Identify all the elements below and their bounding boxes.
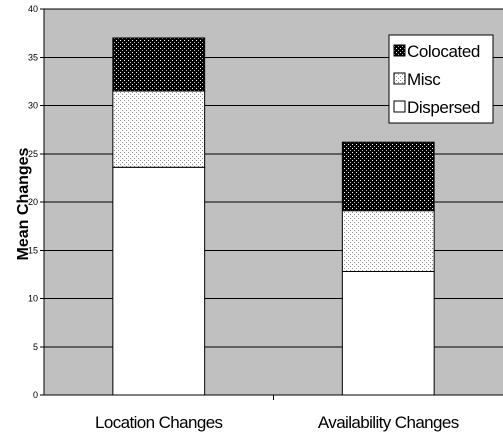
bars: [112, 37, 435, 396]
bar-misc-location-changes: [112, 90, 206, 168]
y-tick-label: 10: [28, 294, 38, 304]
legend-label-colocated: Colocated: [407, 42, 480, 61]
bar-colocated-location-changes: [112, 37, 206, 92]
category-label-location-changes: Location Changes: [95, 413, 223, 432]
bar-colocated-availability-changes: [341, 141, 435, 212]
legend-label-misc: Misc: [407, 70, 441, 89]
y-tick-label: 20: [28, 197, 38, 207]
bar-dispersed-availability-changes: [341, 270, 435, 396]
y-tick-label: 30: [28, 101, 38, 111]
y-tick-label: 25: [28, 149, 38, 159]
legend-label-dispersed: Dispersed: [407, 98, 480, 117]
y-tick-label: 0: [33, 390, 38, 400]
labels: 0 5 10 15 20 25 30 35 40 Location Changes Availabi…: [15, 4, 459, 432]
axes: [40, 8, 503, 400]
bar-misc-availability-changes: [341, 210, 435, 272]
y-tick-label: 40: [28, 4, 38, 14]
legend: Colocated Misc Dispersed: [388, 34, 494, 124]
legend-swatch-dispersed: [393, 100, 406, 113]
bar-dispersed-location-changes: [112, 166, 206, 396]
legend-box: [388, 34, 494, 124]
y-axis-title: Mean Changes: [15, 147, 32, 260]
category-label-availability-changes: Availability Changes: [318, 413, 459, 432]
y-tick-label: 5: [33, 342, 38, 352]
y-tick-label: 35: [28, 52, 38, 62]
legend-swatch-misc: [393, 72, 406, 85]
y-tick-label: 15: [28, 245, 38, 255]
legend-swatch-colocated: [393, 44, 406, 57]
